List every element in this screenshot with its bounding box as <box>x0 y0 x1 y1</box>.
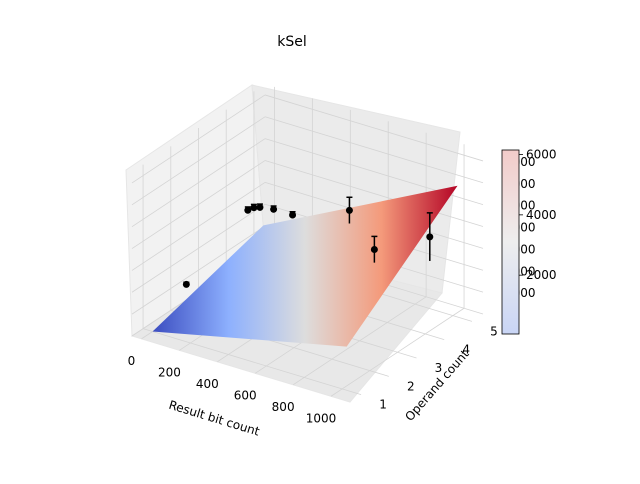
fitted-surface <box>152 185 458 347</box>
x-tick-label: 200 <box>158 365 181 379</box>
colorbar-tick-label: 6000 <box>526 148 557 162</box>
y-tick-label: 2 <box>407 379 415 393</box>
grid-line <box>131 225 266 315</box>
colorbar <box>501 149 520 335</box>
grid-line <box>131 138 266 228</box>
x-tick-label: 600 <box>234 388 257 402</box>
grid-line <box>264 116 484 184</box>
grid-line <box>142 328 362 396</box>
data-points <box>182 196 434 288</box>
x-tick-label: 0 <box>128 354 136 368</box>
data-point <box>289 211 297 219</box>
grid-line <box>131 203 266 293</box>
colorbar-ticks: 2000 4000 6000 <box>519 148 557 282</box>
data-point <box>256 203 264 211</box>
y-tick-label: 1 <box>379 398 387 412</box>
colorbar-tick-label: 4000 <box>526 208 557 222</box>
data-point <box>370 246 378 254</box>
x-axis-label: Result bit count <box>167 398 261 439</box>
colorbar-tick-label: 2000 <box>526 268 557 282</box>
y-axis-ticks: 1 2 3 4 5 <box>379 324 497 411</box>
grid-line <box>264 160 484 227</box>
grid-line <box>131 182 266 271</box>
grid-line <box>264 94 484 162</box>
data-point <box>270 205 278 213</box>
chart-title: kSel <box>277 34 307 50</box>
data-point <box>182 280 190 288</box>
y-tick-label: 5 <box>490 324 498 338</box>
grid-line <box>131 94 266 184</box>
data-point <box>250 204 258 212</box>
data-point <box>426 233 434 241</box>
x-tick-label: 1000 <box>306 411 337 425</box>
y-tick-label: 3 <box>435 361 443 375</box>
grid-line <box>131 160 266 249</box>
y-tick-label: 4 <box>462 343 470 357</box>
x-tick-label: 400 <box>196 377 219 391</box>
x-tick-label: 800 <box>272 400 295 414</box>
x-axis-ticks: 0 200 400 600 800 1000 <box>128 354 337 425</box>
data-point <box>345 206 353 214</box>
grid-line <box>131 116 266 206</box>
data-point <box>244 206 252 214</box>
